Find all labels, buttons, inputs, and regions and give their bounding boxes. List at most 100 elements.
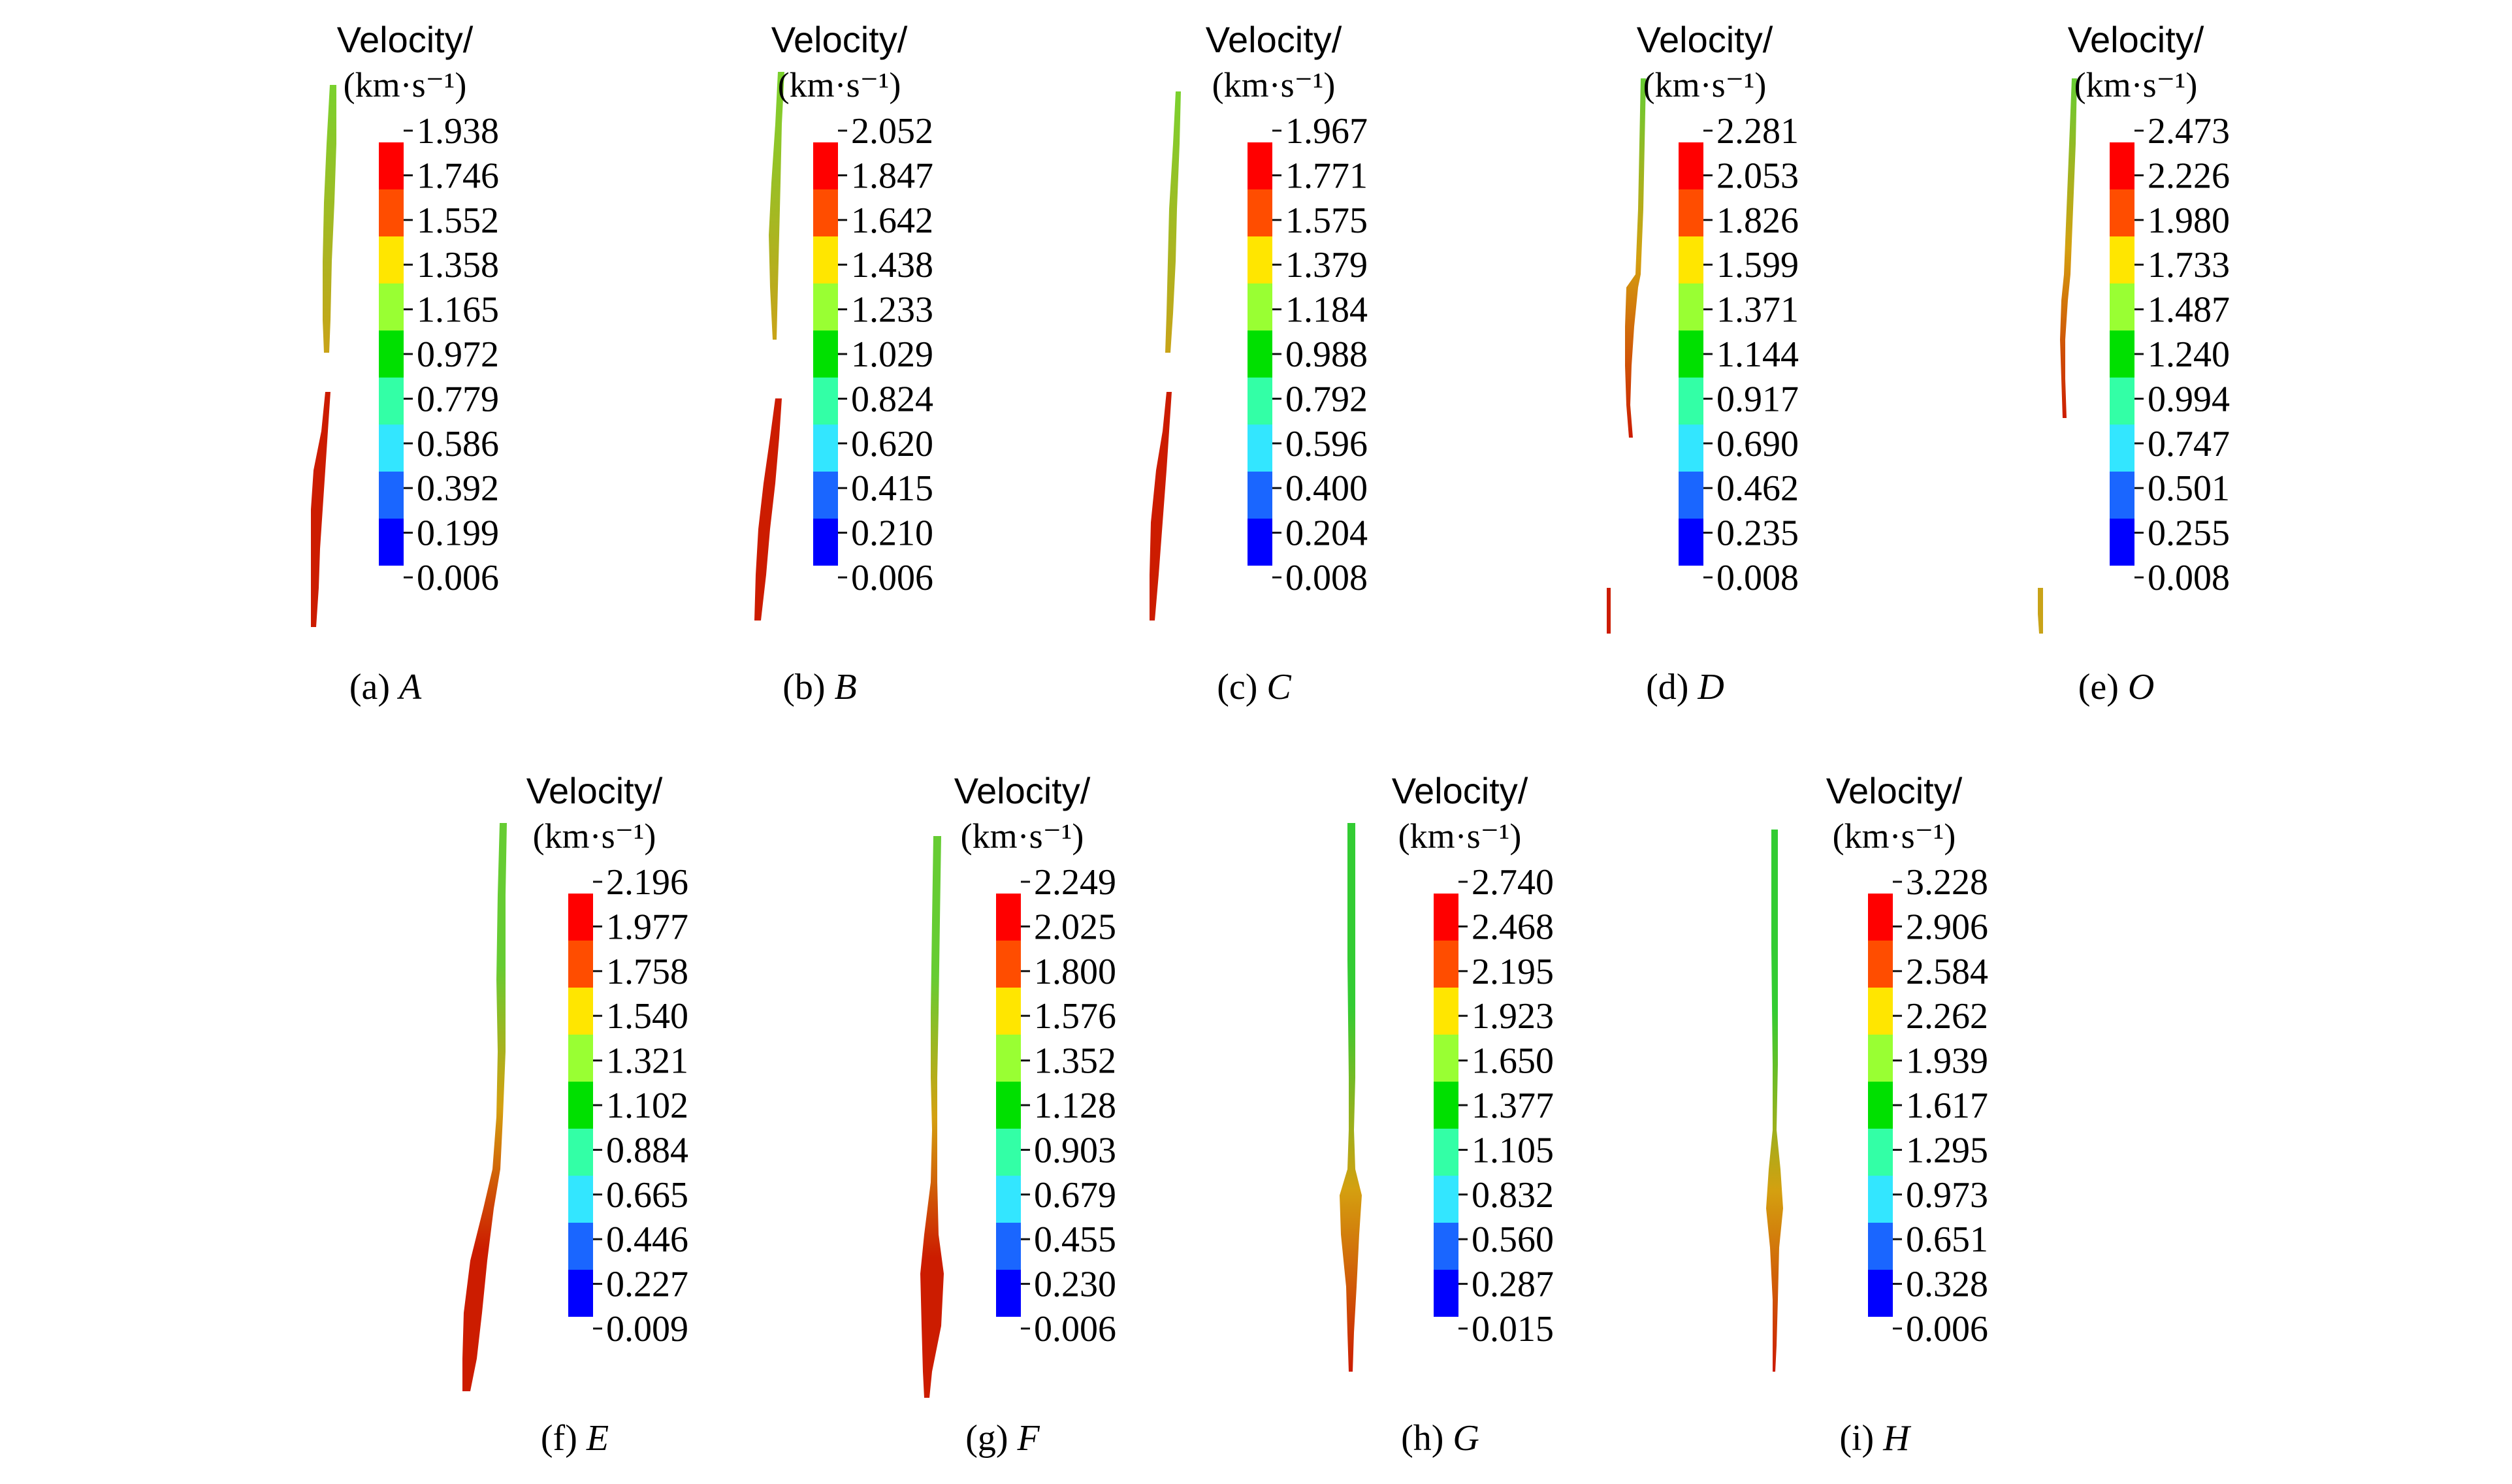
colorbar-tick-label: 1.826 [1716, 201, 1799, 241]
colorbar-segment [813, 142, 838, 189]
colorbar-segment [996, 1223, 1021, 1270]
colorbar-title: Velocity/ [337, 19, 474, 60]
colorbar-segment [2110, 472, 2134, 519]
panel-caption: (c) C [1217, 667, 1291, 707]
colorbar-segment [568, 894, 593, 941]
colorbar-tick-label: 0.620 [851, 424, 933, 464]
colorbar-tick-label: 0.665 [606, 1175, 688, 1216]
panel-caption: (a) A [349, 667, 422, 707]
velocity-field-shape [2038, 588, 2043, 634]
colorbar-tick-label: 0.792 [1285, 379, 1368, 419]
colorbar-tick-label: 0.210 [851, 513, 933, 554]
colorbar-tick-label: 0.199 [417, 513, 499, 554]
colorbar-tick-label: 0.008 [2148, 558, 2230, 598]
colorbar-segment [813, 331, 838, 378]
panel-f: Velocity/ (km·s⁻¹) 2.249 2.025 1.800 1.576 1.3… [813, 764, 1205, 1483]
colorbar-tick-label: 1.371 [1716, 290, 1799, 331]
colorbar-segment [813, 378, 838, 425]
colorbar-segment [568, 1129, 593, 1176]
colorbar-tick-label: 0.994 [2148, 379, 2230, 419]
colorbar-tick-label: 2.468 [1472, 907, 1554, 947]
colorbar-segment [568, 941, 593, 988]
colorbar-segment [996, 988, 1021, 1035]
colorbar-segment [1248, 283, 1272, 331]
colorbar-segment [1248, 378, 1272, 425]
colorbar-segment [813, 425, 838, 472]
colorbar-tick-label: 0.287 [1472, 1265, 1554, 1305]
colorbar-tick-label: 2.025 [1034, 907, 1116, 947]
colorbar-tick-label: 0.204 [1285, 513, 1368, 554]
colorbar-tick-label: 1.939 [1906, 1041, 1988, 1082]
colorbar-tick-label: 1.144 [1716, 334, 1799, 375]
colorbar-unit: (km·s⁻¹) [344, 65, 467, 105]
colorbar-segment [1434, 1082, 1458, 1129]
colorbar-tick-label: 0.006 [851, 558, 933, 598]
colorbar-tick-label: 0.884 [606, 1130, 688, 1170]
colorbar-tick-label: 2.262 [1906, 996, 1988, 1037]
colorbar-segment [1679, 283, 1703, 331]
colorbar-segment [1868, 941, 1893, 988]
colorbar-tick-label: 0.006 [1906, 1309, 1988, 1349]
colorbar-segment [1868, 1035, 1893, 1082]
colorbar-title: Velocity/ [1392, 770, 1528, 811]
colorbar-tick-label: 1.552 [417, 201, 499, 241]
colorbar-segment [996, 1176, 1021, 1223]
velocity-field-shape [1150, 392, 1172, 621]
colorbar-segment [1248, 189, 1272, 236]
colorbar-segment [2110, 142, 2134, 189]
colorbar-segment [996, 1129, 1021, 1176]
colorbar-tick-label: 0.651 [1906, 1219, 1988, 1260]
colorbar-segment [1679, 331, 1703, 378]
colorbar-segment [568, 1176, 593, 1223]
velocity-field-shape [311, 392, 330, 627]
colorbar-tick-label: 0.415 [851, 468, 933, 509]
velocity-field-shape [462, 823, 507, 1391]
colorbar-segment [379, 519, 404, 566]
colorbar-title: Velocity/ [1206, 19, 1342, 60]
colorbar-segment [1679, 236, 1703, 283]
colorbar-title: Velocity/ [1826, 770, 1963, 811]
colorbar-segment [1868, 1129, 1893, 1176]
colorbar-segment [813, 283, 838, 331]
colorbar-tick-label: 0.824 [851, 379, 933, 419]
colorbar-tick-label: 0.501 [2148, 468, 2230, 509]
colorbar-tick-label: 0.235 [1716, 513, 1799, 554]
panel-a: Velocity/ (km·s⁻¹) 1.938 1.746 1.552 1.358 1.1… [196, 13, 588, 732]
colorbar-tick-label: 0.747 [2148, 424, 2230, 464]
colorbar-segment [379, 189, 404, 236]
colorbar-tick-label: 2.281 [1716, 111, 1799, 152]
colorbar-tick-label: 2.053 [1716, 155, 1799, 196]
colorbar-segment [813, 519, 838, 566]
colorbar-segment [568, 988, 593, 1035]
colorbar-tick-label: 1.980 [2148, 201, 2230, 241]
colorbar-tick-label: 2.052 [851, 111, 933, 152]
velocity-field-shape [1766, 830, 1783, 1372]
velocity-field-shape [920, 836, 944, 1398]
colorbar-tick-label: 0.832 [1472, 1175, 1554, 1216]
colorbar-tick-label: 1.617 [1906, 1086, 1988, 1126]
colorbar-segment [1434, 1035, 1458, 1082]
colorbar-segment [568, 1223, 593, 1270]
panel-b: Velocity/ (km·s⁻¹) 2.052 1.847 1.642 1.438 1.2… [630, 13, 1022, 732]
colorbar-segment [1434, 894, 1458, 941]
colorbar-tick-label: 1.487 [2148, 290, 2230, 331]
panel-caption: (h) G [1401, 1418, 1479, 1459]
colorbar-tick-label: 0.400 [1285, 468, 1368, 509]
colorbar-segment [1868, 1270, 1893, 1317]
colorbar-tick-label: 1.128 [1034, 1086, 1116, 1126]
colorbar-tick-label: 2.473 [2148, 111, 2230, 152]
colorbar-segment [1434, 941, 1458, 988]
colorbar-tick-label: 0.988 [1285, 334, 1368, 375]
colorbar-tick-label: 1.758 [606, 952, 688, 992]
colorbar-tick-label: 0.328 [1906, 1265, 1988, 1305]
colorbar-segment [1679, 142, 1703, 189]
colorbar-tick-label: 0.903 [1034, 1130, 1116, 1170]
colorbar-segment [996, 1082, 1021, 1129]
colorbar-tick-label: 1.352 [1034, 1041, 1116, 1082]
colorbar-tick-label: 0.690 [1716, 424, 1799, 464]
colorbar-segment [2110, 378, 2134, 425]
colorbar-segment [996, 941, 1021, 988]
colorbar-tick-label: 0.006 [417, 558, 499, 598]
